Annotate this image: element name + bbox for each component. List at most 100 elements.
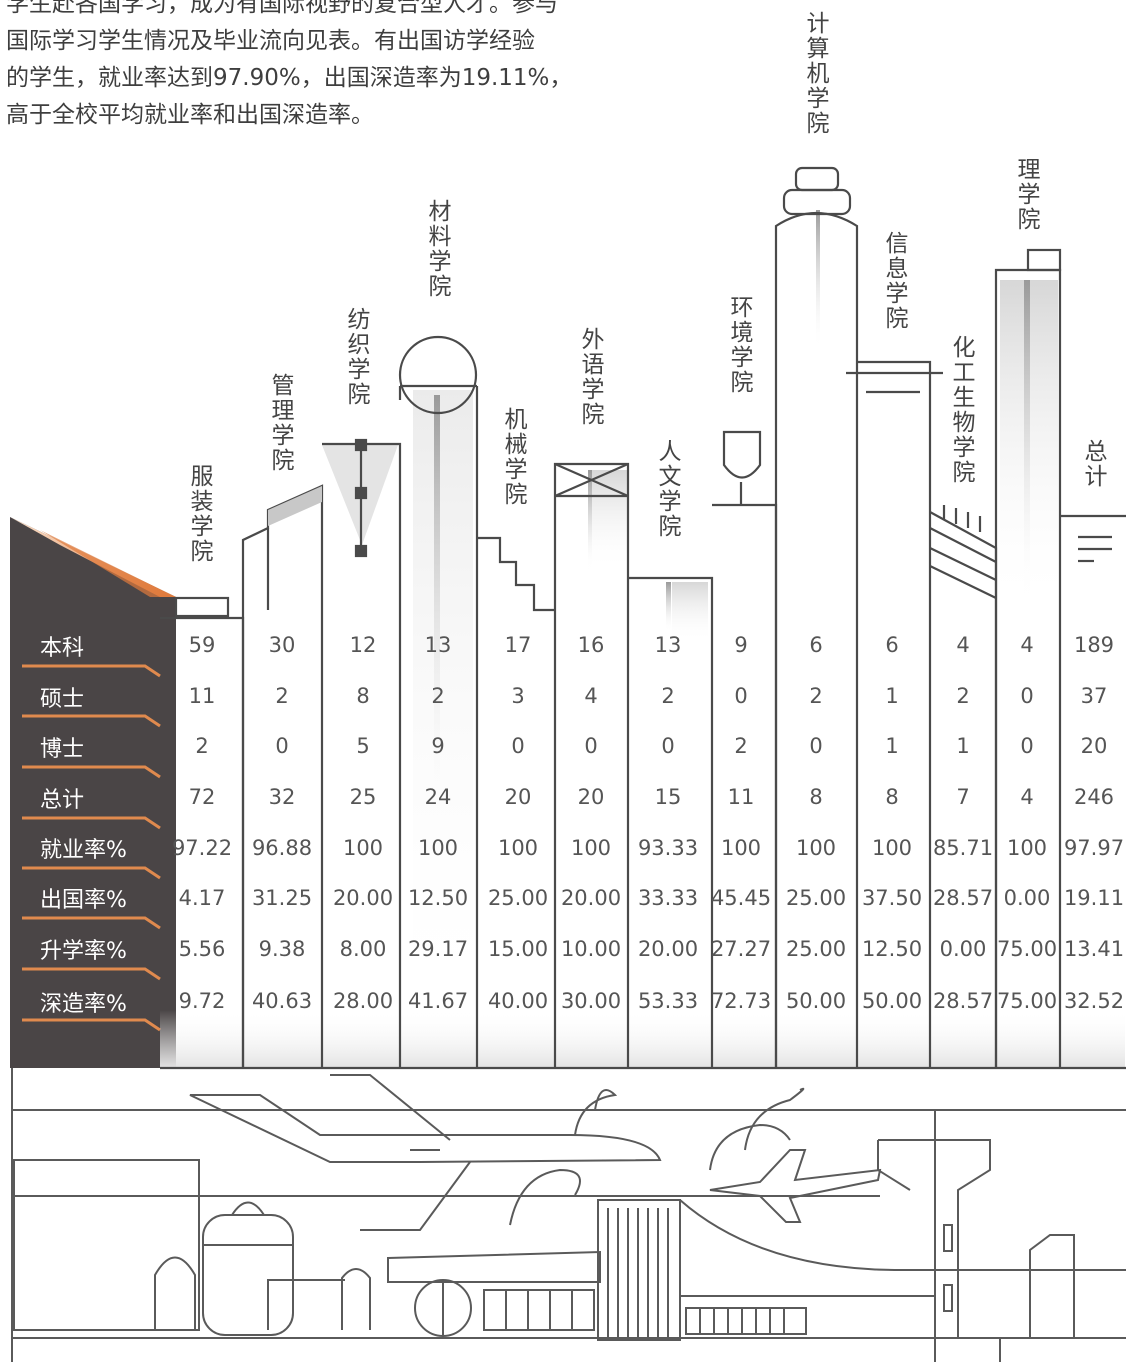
table-cell: 97.97 xyxy=(1063,836,1125,860)
table-cell: 1 xyxy=(956,734,970,758)
table-cell: 100 xyxy=(342,836,384,860)
table-cell: 2 xyxy=(661,684,675,708)
table-cell: 100 xyxy=(417,836,459,860)
row-label: 升学率% xyxy=(40,939,127,964)
row-label: 总计 xyxy=(40,788,85,813)
table-cell: 6 xyxy=(809,633,823,657)
college-label-zongji: 总计 xyxy=(1084,439,1108,490)
table-cell: 2 xyxy=(195,734,209,758)
table-cell: 1 xyxy=(885,734,899,758)
table-cell: 2 xyxy=(275,684,289,708)
table-cell: 45.45 xyxy=(710,886,772,910)
table-cell: 4 xyxy=(1020,633,1034,657)
building-shading xyxy=(160,210,1125,1068)
college-label-fangzhi: 纺织学院 xyxy=(347,307,371,408)
table-cell: 20.00 xyxy=(637,937,699,961)
table-cell: 11 xyxy=(188,684,216,708)
table-cell: 12.50 xyxy=(861,937,923,961)
table-cell: 85.71 xyxy=(932,836,994,860)
table-cell: 30 xyxy=(268,633,296,657)
table-cell: 20 xyxy=(577,785,605,809)
table-cell: 33.33 xyxy=(637,886,699,910)
table-cell: 189 xyxy=(1073,633,1115,657)
college-label-fuzhuang: 服装学院 xyxy=(190,464,214,565)
table-cell: 0.00 xyxy=(939,937,987,961)
building-outlines xyxy=(160,166,1126,1070)
college-label-guanli: 管理学院 xyxy=(271,373,295,474)
table-cell: 10.00 xyxy=(560,937,622,961)
table-cell: 11 xyxy=(727,785,755,809)
row-label: 出国率% xyxy=(40,888,127,913)
table-cell: 19.11 xyxy=(1063,886,1125,910)
table-cell: 13.41 xyxy=(1063,937,1125,961)
row-label: 就业率% xyxy=(40,838,127,863)
college-label-cailiao: 材料学院 xyxy=(428,199,452,300)
table-cell: 40.00 xyxy=(487,989,549,1013)
table-cell: 72.73 xyxy=(710,989,772,1013)
table-cell: 37 xyxy=(1080,684,1108,708)
table-cell: 0 xyxy=(1020,734,1034,758)
table-cell: 32 xyxy=(268,785,296,809)
table-cell: 20 xyxy=(504,785,532,809)
intro-line: 高于全校平均就业率和出国深造率。 xyxy=(6,102,374,128)
row-header-panel xyxy=(10,517,176,1068)
table-cell: 28.57 xyxy=(932,989,994,1013)
table-cell: 4 xyxy=(1020,785,1034,809)
table-cell: 25.00 xyxy=(785,937,847,961)
table-cell: 96.88 xyxy=(251,836,313,860)
table-cell: 9 xyxy=(734,633,748,657)
table-cell: 2 xyxy=(809,684,823,708)
table-cell: 100 xyxy=(795,836,837,860)
bottom-line-art xyxy=(11,1068,1126,1362)
table-cell: 25.00 xyxy=(487,886,549,910)
intro-line: 国际学习学生情况及毕业流向见表。有出国访学经验 xyxy=(6,28,535,54)
table-cell: 5.56 xyxy=(178,937,226,961)
table-cell: 20.00 xyxy=(332,886,394,910)
table-cell: 8 xyxy=(356,684,370,708)
table-cell: 17 xyxy=(504,633,532,657)
college-label-waiyu: 外语学院 xyxy=(581,327,605,428)
table-cell: 50.00 xyxy=(861,989,923,1013)
table-cell: 32.52 xyxy=(1063,989,1125,1013)
table-cell: 12 xyxy=(349,633,377,657)
table-cell: 20 xyxy=(1080,734,1108,758)
table-cell: 93.33 xyxy=(637,836,699,860)
table-cell: 30.00 xyxy=(560,989,622,1013)
table-cell: 100 xyxy=(720,836,762,860)
table-cell: 0 xyxy=(584,734,598,758)
table-cell: 37.50 xyxy=(861,886,923,910)
table-cell: 31.25 xyxy=(251,886,313,910)
table-cell: 0 xyxy=(1020,684,1034,708)
table-cell: 28.00 xyxy=(332,989,394,1013)
table-cell: 13 xyxy=(654,633,682,657)
table-cell: 41.67 xyxy=(407,989,469,1013)
table-cell: 25.00 xyxy=(785,886,847,910)
table-cell: 13 xyxy=(424,633,452,657)
table-cell: 5 xyxy=(356,734,370,758)
table-cell: 8 xyxy=(809,785,823,809)
intro-line: 的学生，就业率达到97.90%，出国深造率为19.11%， xyxy=(6,65,573,91)
table-cell: 0 xyxy=(661,734,675,758)
table-cell: 9 xyxy=(431,734,445,758)
table-cell: 4 xyxy=(956,633,970,657)
table-cell: 2 xyxy=(734,734,748,758)
table-cell: 29.17 xyxy=(407,937,469,961)
table-cell: 0 xyxy=(734,684,748,708)
table-cell: 25 xyxy=(349,785,377,809)
table-cell: 72 xyxy=(188,785,216,809)
table-cell: 100 xyxy=(497,836,539,860)
row-label: 硕士 xyxy=(40,687,85,712)
table-cell: 3 xyxy=(511,684,525,708)
table-cell: 40.63 xyxy=(251,989,313,1013)
college-label-lixue: 理学院 xyxy=(1017,157,1041,233)
table-cell: 9.72 xyxy=(178,989,226,1013)
table-cell: 53.33 xyxy=(637,989,699,1013)
table-cell: 4.17 xyxy=(178,886,226,910)
table-cell: 59 xyxy=(188,633,216,657)
table-cell: 15 xyxy=(654,785,682,809)
table-cell: 2 xyxy=(956,684,970,708)
table-cell: 0 xyxy=(275,734,289,758)
table-cell: 1 xyxy=(885,684,899,708)
table-cell: 20.00 xyxy=(560,886,622,910)
